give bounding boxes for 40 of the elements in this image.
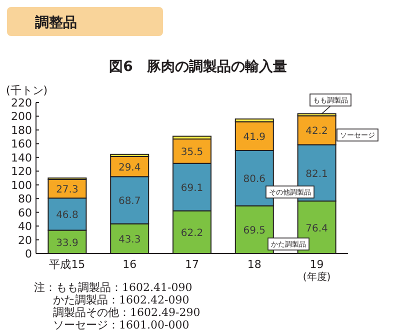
- y-tick-label: 140: [11, 151, 32, 164]
- data-label: 76.4: [306, 223, 328, 234]
- chart-subtitle: 調整品: [35, 14, 77, 31]
- text: かた調製品：1602.42-090: [53, 294, 190, 306]
- text: 調製品その他：1602.49-290: [53, 306, 200, 319]
- text: ソーセージ：1601.00-000: [53, 318, 190, 332]
- x-tick-label: 平成15: [49, 258, 86, 271]
- y-tick-label: 160: [11, 138, 32, 151]
- data-label: 27.3: [56, 184, 78, 196]
- data-label: 35.5: [180, 147, 204, 158]
- x-tick-label: 19: [310, 258, 324, 271]
- data-label: 69.5: [243, 226, 266, 237]
- data-label: 41.9: [243, 132, 266, 144]
- data-label: 43.3: [118, 234, 141, 246]
- text: 注：もも調製品：1602.41-090: [34, 281, 192, 294]
- y-tick-label: 20: [18, 234, 32, 247]
- x-tick-label: 18: [247, 258, 262, 271]
- y-tick-label: 120: [11, 165, 32, 178]
- data-label: 29.4: [118, 162, 141, 174]
- data-label: 69.1: [180, 183, 204, 194]
- y-tick-label: 40: [18, 220, 32, 234]
- data-label: 46.8: [56, 210, 78, 222]
- data-label: 80.6: [243, 174, 266, 186]
- data-label: 42.2: [306, 126, 328, 138]
- x-tick-label: 16: [122, 258, 137, 271]
- data-label: 33.9: [56, 238, 78, 249]
- y-tick-label: 200: [11, 110, 32, 124]
- y-axis-title: (千トン): [6, 84, 48, 97]
- y-tick-label: 60: [18, 206, 32, 220]
- y-tick-label: 80: [18, 192, 32, 206]
- y-tick-label: 0: [25, 248, 32, 260]
- chart-title: 図6 豚肉の調製品の輸入量: [109, 58, 287, 75]
- data-label: 68.7: [118, 196, 141, 208]
- y-tick-label: 100: [11, 178, 32, 192]
- x-axis-title: (年度): [302, 271, 331, 283]
- data-label: 82.1: [306, 168, 328, 180]
- y-tick-label: 220: [11, 96, 32, 110]
- x-tick-label: 17: [185, 258, 199, 271]
- data-label: 62.2: [180, 228, 204, 240]
- y-tick-label: 180: [11, 124, 32, 137]
